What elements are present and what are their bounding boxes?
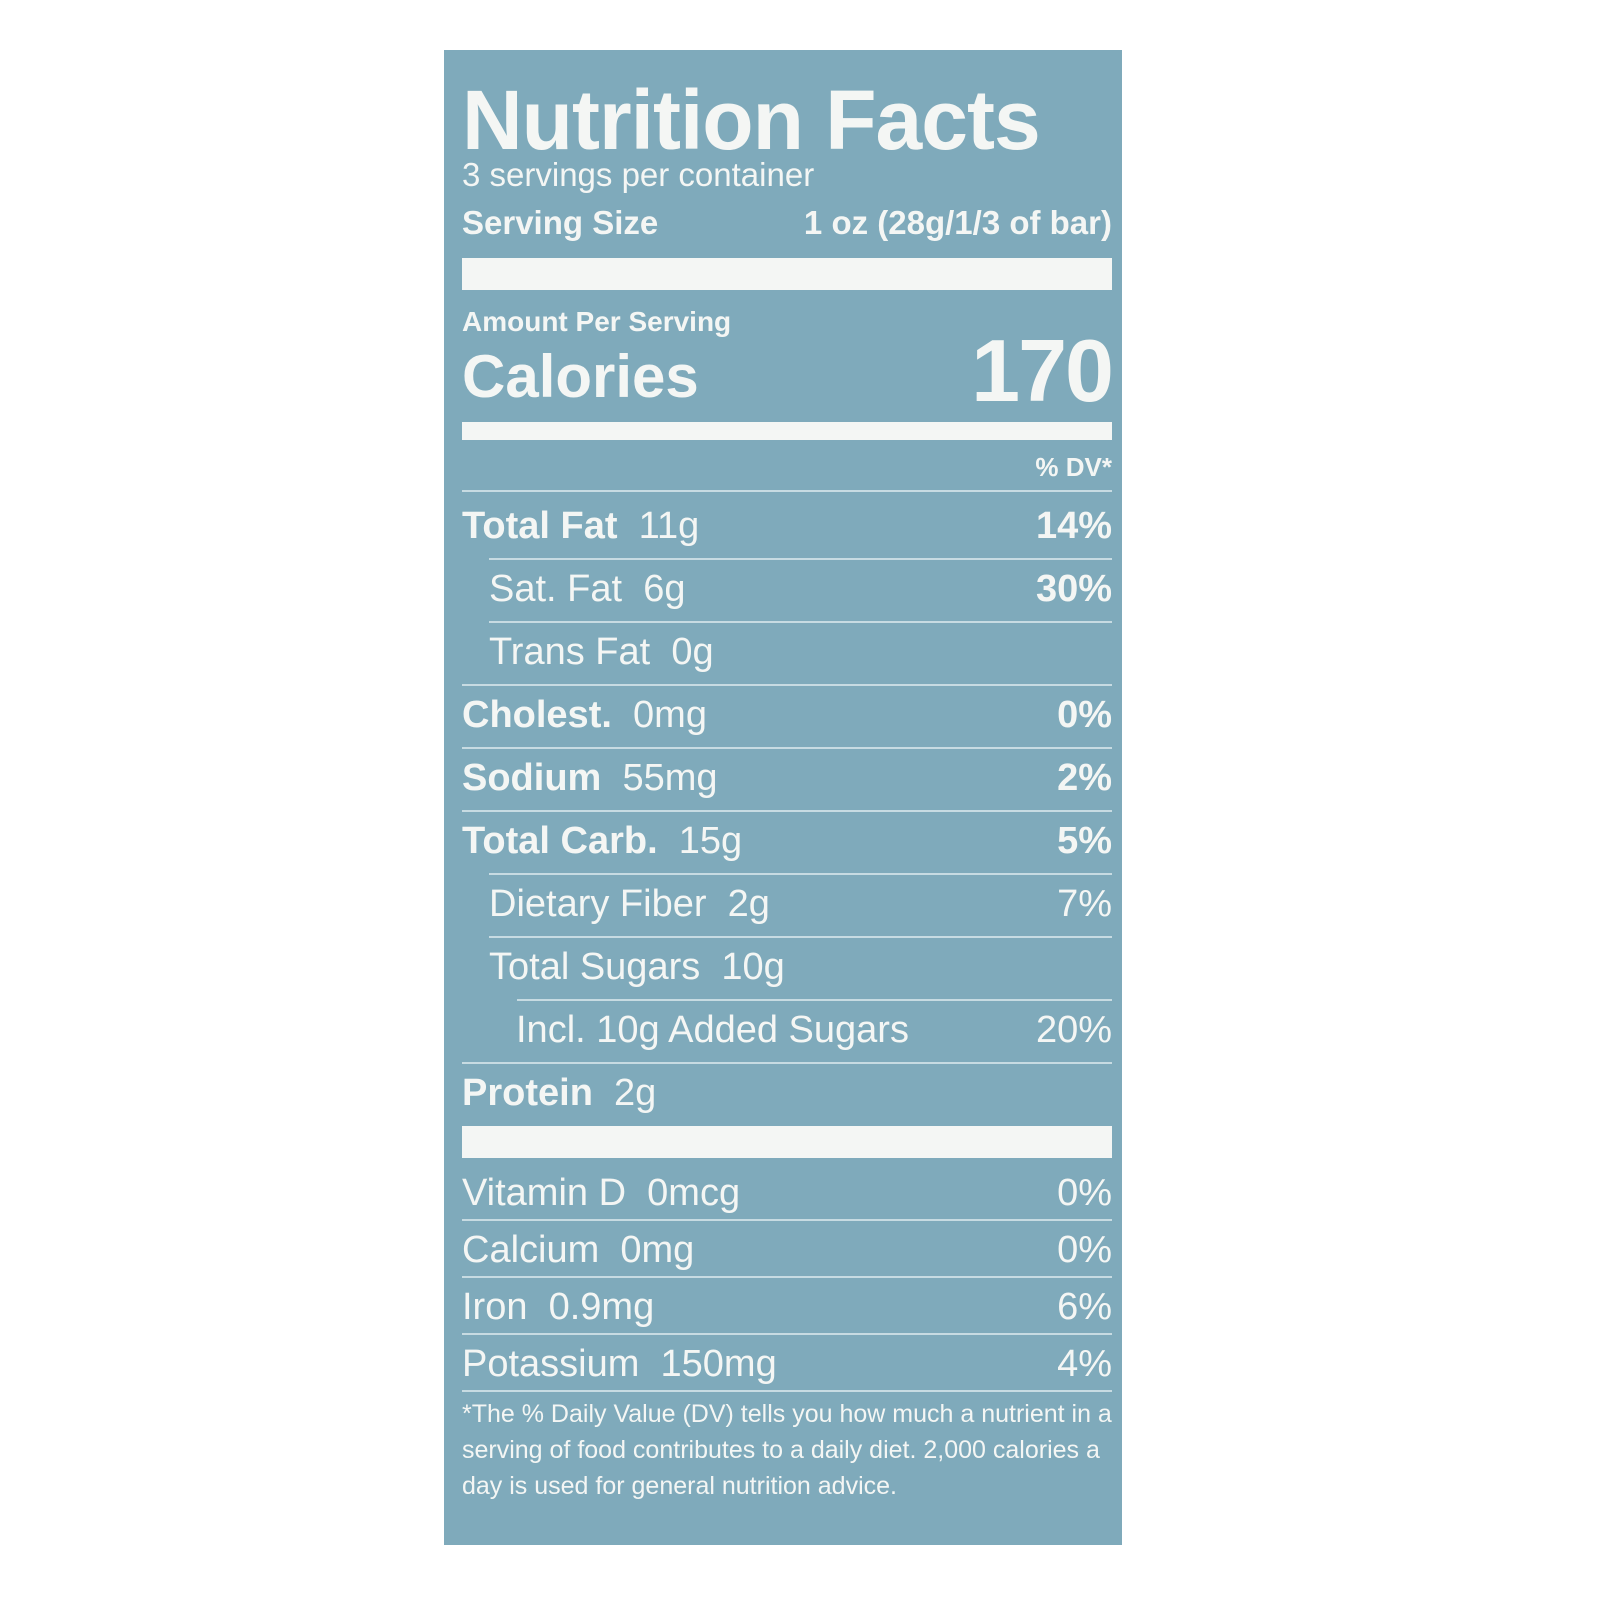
nutrient-label: Cholest. 0mg <box>462 694 707 737</box>
vitamin-label: Vitamin D 0mcg <box>462 1172 740 1215</box>
nutrient-amount: 15g <box>678 820 743 862</box>
label-content: Nutrition Facts 3 servings per container… <box>462 50 1114 1545</box>
nutrient-name: Protein <box>462 1072 593 1114</box>
label-title: Nutrition Facts <box>462 73 1041 167</box>
nutrient-dv: 0% <box>1057 694 1112 736</box>
nutrient-row: Sat. Fat 6g 30% <box>462 558 1112 621</box>
nutrient-row: Total Carb. 15g 5% <box>462 810 1112 873</box>
nutrient-row: Total Sugars 10g <box>462 936 1112 999</box>
vitamin-dv: 0% <box>1057 1229 1112 1271</box>
nutrient-name: Sat. Fat <box>489 568 623 610</box>
vitamin-name: Iron <box>462 1286 528 1328</box>
divider <box>462 747 1112 749</box>
vitamin-dv: 0% <box>1057 1172 1112 1214</box>
thick-divider <box>462 258 1112 290</box>
nutrient-amount: 0mg <box>633 694 707 736</box>
vitamin-label: Potassium 150mg <box>462 1343 777 1386</box>
nutrient-label: Trans Fat 0g <box>489 631 714 674</box>
divider <box>489 558 1112 560</box>
nutrient-row: Total Fat 11g 14% <box>462 495 1112 558</box>
serving-size-value: 1 oz (28g/1/3 of bar) <box>803 204 1112 241</box>
nutrient-dv: 2% <box>1057 757 1112 799</box>
nutrient-row: Sodium 55mg 2% <box>462 747 1112 810</box>
vitamin-name: Vitamin D <box>462 1172 627 1214</box>
nutrient-amount: 0g <box>671 631 714 673</box>
nutrient-row: Cholest. 0mg 0% <box>462 684 1112 747</box>
divider <box>489 873 1112 875</box>
vitamin-amount: 0.9mg <box>548 1286 655 1328</box>
nutrient-dv: 7% <box>1057 883 1112 925</box>
nutrient-amount: 2g <box>727 883 770 925</box>
nutrition-facts-panel: Nutrition Facts 3 servings per container… <box>444 50 1122 1545</box>
dv-header: % DV* <box>1035 452 1112 482</box>
vitamin-name: Calcium <box>462 1229 600 1271</box>
divider <box>462 1219 1112 1221</box>
calories-value: 170 <box>971 321 1114 420</box>
nutrient-name: Total Sugars <box>489 946 701 988</box>
vitamin-row: Potassium 150mg 4% <box>462 1333 1112 1396</box>
nutrient-amount: 6g <box>643 568 686 610</box>
nutrient-dv: 30% <box>1035 568 1112 610</box>
vitamin-dv: 4% <box>1057 1343 1112 1385</box>
divider <box>462 490 1112 492</box>
divider <box>462 1390 1112 1392</box>
amount-per-serving: Amount Per Serving <box>462 306 732 337</box>
nutrient-dv: 5% <box>1057 820 1112 862</box>
nutrient-label: Protein 2g <box>462 1072 656 1115</box>
nutrient-row: Dietary Fiber 2g 7% <box>462 873 1112 936</box>
divider <box>517 999 1112 1001</box>
vitamin-amount: 150mg <box>660 1343 777 1385</box>
nutrient-row: Trans Fat 0g <box>462 621 1112 684</box>
nutrient-label: Dietary Fiber 2g <box>489 883 770 926</box>
nutrient-label: Incl. 10g Added Sugars <box>516 1009 909 1052</box>
divider <box>462 1276 1112 1278</box>
vitamin-label: Calcium 0mg <box>462 1229 694 1272</box>
footnote: *The % Daily Value (DV) tells you how mu… <box>462 1400 1112 1500</box>
nutrient-name: Incl. 10g Added Sugars <box>516 1009 909 1051</box>
nutrient-amount: 2g <box>614 1072 657 1114</box>
nutrient-label: Total Carb. 15g <box>462 820 742 863</box>
nutrient-dv: 20% <box>1035 1009 1112 1051</box>
nutrient-name: Dietary Fiber <box>489 883 707 925</box>
nutrient-amount: 11g <box>638 505 700 547</box>
divider <box>462 810 1112 812</box>
vitamin-name: Potassium <box>462 1343 640 1385</box>
divider <box>462 1062 1112 1064</box>
divider <box>462 684 1112 686</box>
servings-per-container: 3 servings per container <box>462 156 815 193</box>
nutrient-label: Sat. Fat 6g <box>489 568 685 611</box>
medium-divider <box>462 422 1112 440</box>
vitamin-row: Calcium 0mg 0% <box>462 1219 1112 1282</box>
nutrient-name: Cholest. <box>462 694 612 736</box>
nutrient-name: Trans Fat <box>489 631 651 673</box>
vitamin-row: Iron 0.9mg 6% <box>462 1276 1112 1339</box>
serving-size: Serving Size 1 oz (28g/1/3 of bar) <box>462 204 1112 242</box>
nutrient-row: Incl. 10g Added Sugars 20% <box>462 999 1112 1062</box>
vitamin-amount: 0mcg <box>647 1172 741 1214</box>
serving-size-label: Serving Size <box>462 204 659 241</box>
nutrient-name: Sodium <box>462 757 602 799</box>
thick-divider <box>462 1126 1112 1158</box>
nutrient-name: Total Fat <box>462 505 618 547</box>
nutrient-label: Total Fat 11g <box>462 505 699 548</box>
divider <box>462 1333 1112 1335</box>
vitamin-label: Iron 0.9mg <box>462 1286 654 1329</box>
nutrient-name: Total Carb. <box>462 820 658 862</box>
vitamin-dv: 6% <box>1057 1286 1112 1328</box>
nutrient-row: Protein 2g <box>462 1062 1112 1125</box>
vitamin-amount: 0mg <box>620 1229 695 1271</box>
nutrient-label: Total Sugars 10g <box>489 946 785 989</box>
nutrient-label: Sodium 55mg <box>462 757 718 800</box>
nutrient-dv: 14% <box>1035 505 1112 547</box>
vitamin-row: Vitamin D 0mcg 0% <box>462 1162 1112 1225</box>
calories-label: Calories <box>462 343 699 410</box>
nutrient-amount: 10g <box>721 946 785 988</box>
divider <box>489 621 1112 623</box>
divider <box>489 936 1112 938</box>
nutrient-amount: 55mg <box>622 757 718 799</box>
